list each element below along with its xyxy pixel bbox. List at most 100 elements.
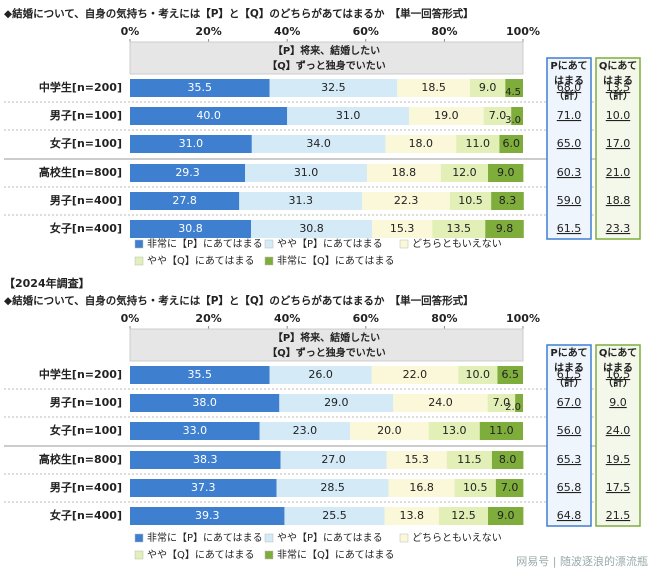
bar-segment [428, 422, 480, 440]
bar-segment [515, 394, 523, 412]
total-value: 16.5 [606, 368, 631, 381]
x-tick-label: 0% [121, 25, 140, 38]
bar-segment [488, 164, 524, 182]
bar-segment [469, 79, 506, 97]
bar-segment [393, 394, 488, 412]
total-title: はまる [554, 362, 584, 374]
value-label: 11.0 [489, 424, 514, 437]
value-label: 13.5 [446, 222, 471, 235]
value-label: 7.0 [493, 396, 511, 409]
bar-segment [386, 451, 447, 469]
total-value: 21.5 [606, 509, 631, 522]
x-tick-label: 40% [274, 25, 300, 38]
value-label: 35.5 [188, 81, 213, 94]
bar-segment [511, 107, 523, 125]
total-value: 23.3 [606, 222, 631, 235]
bar-segment [130, 107, 288, 125]
header-box [129, 41, 524, 75]
total-title: はまる [603, 75, 633, 87]
bar-segment [279, 394, 394, 412]
total-title: はまる [554, 75, 584, 87]
bar-segment [362, 192, 450, 210]
bar-segment [130, 394, 280, 412]
bar-segment [485, 220, 524, 238]
legend-swatch [264, 256, 274, 266]
x-tick-label: 20% [195, 25, 221, 38]
total-value: 17.5 [606, 481, 631, 494]
value-label: 34.0 [306, 137, 331, 150]
legend-label: やや【Q】にあてはまる [147, 549, 254, 561]
x-tick-label: 40% [274, 312, 300, 325]
bar-segment [454, 479, 496, 497]
total-value: 19.5 [606, 453, 631, 466]
x-tick-label: 60% [353, 312, 379, 325]
total-value: 21.0 [606, 166, 631, 179]
value-label: 22.0 [403, 368, 428, 381]
x-tick-label: 60% [353, 25, 379, 38]
value-label: 2.0 [505, 402, 521, 413]
total-value: 65.0 [557, 137, 582, 150]
total-title: （計） [603, 89, 633, 102]
category-label: 男子[n=100] [50, 396, 122, 409]
value-label: 7.0 [501, 481, 519, 494]
bar-segment [130, 79, 270, 97]
header-text: 【P】将来、結婚したい [273, 331, 380, 344]
legend-swatch [264, 239, 274, 249]
legend-label: どちらともいえない [412, 238, 502, 250]
bar-segment [251, 220, 373, 238]
value-label: 11.5 [457, 453, 482, 466]
value-label: 30.8 [178, 222, 203, 235]
total-title: Pにあて [550, 346, 587, 359]
value-label: 24.0 [428, 396, 453, 409]
value-label: 7.0 [489, 109, 507, 122]
legend-swatch [399, 533, 409, 543]
x-tick-label: 20% [195, 312, 221, 325]
x-tick-label: 80% [431, 25, 457, 38]
chart-title: ◆結婚について、自身の気持ち・考えには【P】と【Q】のどちらがあてはまるか 【単… [4, 294, 474, 307]
total-title: （計） [554, 376, 584, 389]
legend-label: 非常に【P】にあてはまる [147, 237, 263, 250]
total-value: 24.0 [606, 424, 631, 437]
bar-segment [130, 451, 281, 469]
legend-label: どちらともいえない [412, 532, 502, 544]
value-label: 12.0 [452, 166, 477, 179]
value-label: 26.0 [308, 368, 333, 381]
value-label: 19.0 [434, 109, 459, 122]
bar-segment [449, 192, 492, 210]
total-value: 13.5 [606, 81, 631, 94]
bar-segment [269, 79, 398, 97]
total-value: 65.3 [557, 453, 582, 466]
header-text: 【P】将来、結婚したい [273, 44, 380, 57]
value-label: 40.0 [196, 109, 221, 122]
value-label: 3.0 [505, 115, 521, 126]
bar-segment [495, 479, 524, 497]
value-label: 9.8 [496, 222, 514, 235]
total-value: 68.0 [557, 81, 582, 94]
category-label: 中学生[n=200] [39, 367, 122, 381]
value-label: 25.5 [322, 509, 347, 522]
legend-label: やや【P】にあてはまる [277, 532, 383, 544]
category-label: 中学生[n=200] [39, 80, 122, 94]
value-label: 35.5 [188, 368, 213, 381]
bar-segment [245, 164, 367, 182]
total-value: 10.0 [606, 109, 631, 122]
value-label: 29.0 [324, 396, 349, 409]
bar-segment [284, 507, 385, 525]
total-value: 60.3 [557, 166, 582, 179]
chart-title: ◆結婚について、自身の気持ち・考えには【P】と【Q】のどちらがあてはまるか 【単… [4, 7, 474, 20]
total-value: 64.8 [557, 509, 582, 522]
value-label: 30.8 [299, 222, 324, 235]
total-title: （計） [554, 89, 584, 102]
x-tick-label: 0% [121, 312, 140, 325]
value-label: 8.0 [499, 453, 517, 466]
value-label: 28.5 [320, 481, 345, 494]
legend-swatch [399, 239, 409, 249]
bar-segment [130, 220, 252, 238]
total-box [595, 344, 641, 527]
value-label: 10.5 [458, 194, 483, 207]
bar-segment [384, 507, 439, 525]
x-tick-label: 100% [506, 25, 540, 38]
total-value: 18.8 [606, 194, 631, 207]
legend-label: やや【P】にあてはまる [277, 238, 383, 250]
